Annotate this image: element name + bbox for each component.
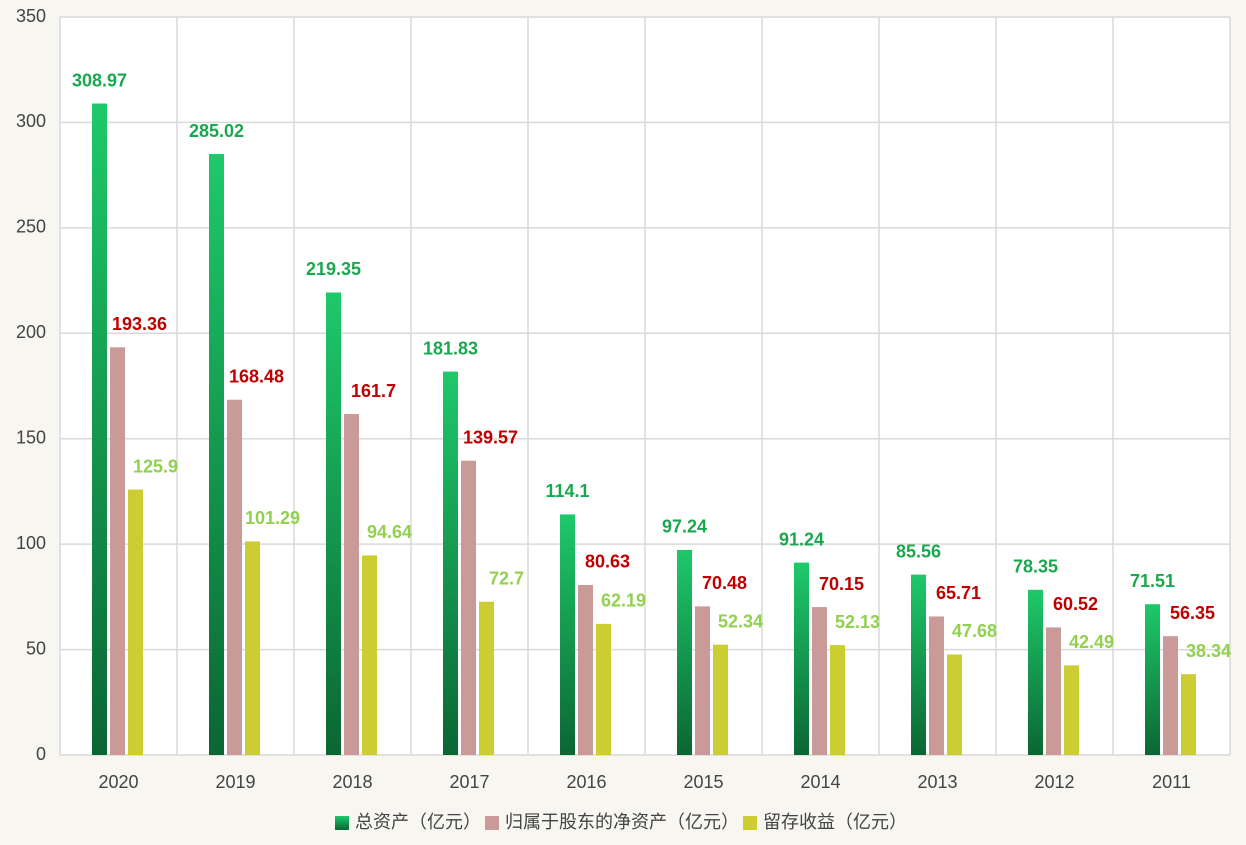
legend-label: 归属于股东的净资产（亿元） [505,812,739,832]
data-label: 47.68 [952,621,997,641]
bar [596,623,611,755]
x-tick-label: 2017 [449,772,489,792]
bar [110,347,125,755]
legend-swatch [485,816,499,830]
x-tick-label: 2016 [566,772,606,792]
legend-swatch [743,816,757,830]
data-label: 139.57 [463,427,518,447]
data-label: 181.83 [423,338,478,358]
bar [326,292,341,755]
bar [1163,636,1178,755]
y-tick-label: 300 [16,111,46,131]
y-tick-label: 50 [26,638,46,658]
x-tick-label: 2014 [800,772,840,792]
data-label: 52.34 [718,611,763,631]
y-tick-label: 200 [16,322,46,342]
bar [812,607,827,755]
bar [245,541,260,755]
data-label: 78.35 [1013,557,1058,577]
data-label: 62.19 [601,591,646,611]
legend-label: 总资产（亿元） [355,812,481,832]
y-tick-label: 100 [16,533,46,553]
legend-label: 留存收益（亿元） [763,812,907,832]
data-label: 308.97 [72,70,127,90]
bar [929,616,944,755]
bar [560,514,575,755]
data-label: 72.7 [489,568,524,588]
bar [128,489,143,755]
bar [794,562,809,755]
y-tick-label: 350 [16,6,46,26]
bar [911,574,926,755]
y-tick-label: 250 [16,217,46,237]
bar [578,584,593,755]
data-label: 56.35 [1170,603,1215,623]
bar [830,645,845,755]
data-label: 85.56 [896,541,941,561]
data-label: 80.63 [585,552,630,572]
bar [695,606,710,755]
bar [461,460,476,755]
bar [362,555,377,755]
data-label: 94.64 [367,522,412,542]
x-tick-label: 2012 [1034,772,1074,792]
data-label: 285.02 [189,121,244,141]
legend-swatch [335,816,349,830]
data-label: 219.35 [306,259,361,279]
data-label: 168.48 [229,366,284,386]
bar [209,154,224,756]
data-label: 101.29 [245,508,300,528]
x-tick-label: 2019 [215,772,255,792]
data-label: 65.71 [936,583,981,603]
bar [1181,674,1196,755]
bar [1064,665,1079,755]
data-label: 38.34 [1186,641,1231,661]
bar [443,371,458,755]
data-label: 125.9 [133,456,178,476]
x-tick-label: 2011 [1152,772,1191,792]
bar [479,601,494,755]
bar [227,399,242,755]
x-tick-label: 2015 [683,772,723,792]
bar [1046,627,1061,755]
data-label: 52.13 [835,612,880,632]
data-label: 97.24 [662,517,707,537]
bar [1028,589,1043,755]
data-label: 71.51 [1130,571,1175,591]
bar [677,549,692,755]
x-tick-label: 2020 [98,772,138,792]
y-tick-label: 0 [36,744,46,764]
data-label: 70.48 [702,573,747,593]
data-label: 114.1 [545,481,589,501]
bar [92,103,107,755]
bar [344,414,359,755]
data-label: 91.24 [779,529,824,549]
x-tick-label: 2013 [917,772,957,792]
bar [713,644,728,755]
data-label: 193.36 [112,314,167,334]
x-tick-label: 2018 [332,772,372,792]
data-label: 60.52 [1053,594,1098,614]
bar [1145,604,1160,755]
data-label: 161.7 [351,381,396,401]
bar [947,654,962,755]
data-label: 70.15 [819,574,864,594]
data-label: 42.49 [1069,632,1114,652]
y-tick-label: 150 [16,427,46,447]
